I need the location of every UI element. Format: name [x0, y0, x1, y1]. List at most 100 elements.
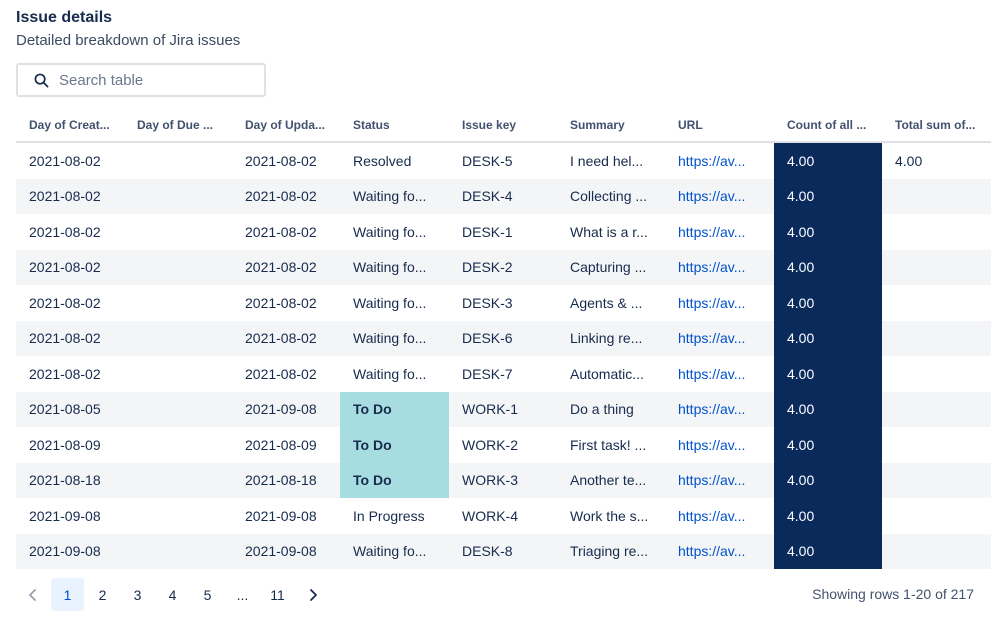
due-cell	[124, 356, 232, 392]
table-row[interactable]: 2021-09-08 2021-09-08 In Progress WORK-4 Wor…	[16, 498, 991, 534]
issue-key-cell: DESK-7	[462, 365, 513, 382]
column-header-status[interactable]: Status	[353, 117, 390, 132]
updated-cell: 2021-08-18	[245, 472, 317, 489]
page-button[interactable]: 4	[168, 586, 177, 603]
column-header-count[interactable]: Count of all ...	[787, 117, 867, 132]
count-cell: 4.00	[774, 320, 882, 356]
column-header-due[interactable]: Day of Due ...	[137, 117, 214, 132]
updated-cell: 2021-08-02	[245, 259, 317, 276]
due-cell	[124, 321, 232, 357]
url-link[interactable]: https://av...	[678, 401, 746, 418]
created-cell: 2021-08-02	[29, 223, 101, 240]
total-cell	[882, 427, 991, 463]
column-header-url[interactable]: URL	[678, 117, 703, 132]
page-button[interactable]: 3	[133, 586, 142, 603]
total-cell	[882, 285, 991, 321]
table-row[interactable]: 2021-08-02 2021-08-02 Waiting fo... DESK-4 C…	[16, 178, 991, 215]
table-row[interactable]: 2021-08-02 2021-08-02 Waiting fo... DESK-3 A…	[16, 285, 991, 321]
updated-cell: 2021-08-02	[245, 152, 317, 169]
rows-summary: Showing rows 1-20 of 217	[812, 586, 974, 602]
url-link[interactable]: https://av...	[678, 259, 746, 276]
column-header-total[interactable]: Total sum of...	[895, 117, 976, 132]
due-cell	[124, 143, 232, 179]
due-cell	[124, 498, 232, 534]
status-cell: Waiting fo...	[353, 294, 427, 311]
table-row[interactable]: 2021-08-02 2021-08-02 Waiting fo... DESK-2 C…	[16, 249, 991, 285]
summary-cell: I need hel...	[570, 152, 644, 169]
url-link[interactable]: https://av...	[678, 543, 746, 560]
table-row[interactable]: 2021-08-02 2021-08-02 Waiting fo... DESK-6 L…	[16, 320, 991, 357]
issue-key-cell: DESK-3	[462, 294, 513, 311]
table-row[interactable]: 2021-08-02 2021-08-02 Resolved DESK-5 I need…	[16, 143, 991, 179]
summary-cell: Triaging re...	[570, 543, 649, 560]
url-link[interactable]: https://av...	[678, 188, 746, 205]
created-cell: 2021-09-08	[29, 543, 101, 560]
due-cell	[124, 534, 232, 570]
chevron-left-icon[interactable]	[16, 578, 49, 611]
issue-key-cell: WORK-3	[462, 472, 518, 489]
column-header-updated[interactable]: Day of Upda...	[245, 117, 326, 132]
updated-cell: 2021-08-02	[245, 294, 317, 311]
url-link[interactable]: https://av...	[678, 223, 746, 240]
status-cell: Waiting fo...	[353, 259, 427, 276]
url-link[interactable]: https://av...	[678, 507, 746, 524]
page-button[interactable]: 1	[51, 578, 84, 611]
search-box[interactable]	[16, 63, 266, 97]
created-cell: 2021-08-02	[29, 259, 101, 276]
column-header-created[interactable]: Day of Creat...	[29, 117, 110, 132]
chevron-right-icon[interactable]	[296, 578, 329, 611]
created-cell: 2021-08-02	[29, 152, 101, 169]
page-title: Issue details	[16, 9, 113, 26]
status-cell: Resolved	[353, 152, 412, 169]
issue-key-cell: DESK-6	[462, 330, 513, 347]
total-cell	[882, 321, 991, 357]
total-cell: 4.00	[895, 152, 923, 169]
issue-key-cell: DESK-8	[462, 543, 513, 560]
updated-cell: 2021-08-02	[245, 223, 317, 240]
summary-cell: Linking re...	[570, 330, 643, 347]
issue-key-cell: DESK-1	[462, 223, 513, 240]
table-row[interactable]: 2021-08-05 2021-09-08 To Do WORK-1 Do a thin…	[16, 391, 991, 427]
updated-cell: 2021-08-02	[245, 188, 317, 205]
url-link[interactable]: https://av...	[678, 294, 746, 311]
summary-cell: Do a thing	[570, 401, 634, 418]
search-icon	[33, 72, 49, 88]
count-cell: 4.00	[774, 533, 882, 569]
url-link[interactable]: https://av...	[678, 472, 746, 489]
summary-cell: Work the s...	[570, 507, 649, 524]
created-cell: 2021-09-08	[29, 507, 101, 524]
url-link[interactable]: https://av...	[678, 152, 746, 169]
url-link[interactable]: https://av...	[678, 365, 746, 382]
url-link[interactable]: https://av...	[678, 330, 746, 347]
page-list: 1 2 3 4 5... 11	[51, 578, 296, 611]
issues-table: Day of Creat... Day of Due ... Day of Up…	[16, 108, 991, 569]
summary-cell: What is a r...	[570, 223, 648, 240]
issue-key-cell: DESK-2	[462, 259, 513, 276]
updated-cell: 2021-08-09	[245, 436, 317, 453]
count-cell: 4.00	[774, 356, 882, 392]
table-row[interactable]: 2021-08-02 2021-08-02 Waiting fo... DESK-7 A…	[16, 356, 991, 392]
summary-cell: Agents & ...	[570, 294, 643, 311]
table-row[interactable]: 2021-08-02 2021-08-02 Waiting fo... DESK-1 W…	[16, 214, 991, 250]
table-body: 2021-08-02 2021-08-02 Resolved DESK-5 I need…	[16, 143, 991, 569]
column-header-summary[interactable]: Summary	[570, 117, 625, 132]
total-cell	[882, 179, 991, 215]
status-cell: To Do	[340, 391, 449, 427]
summary-cell: First task! ...	[570, 436, 647, 453]
total-cell	[882, 214, 991, 250]
updated-cell: 2021-09-08	[245, 543, 317, 560]
table-row[interactable]: 2021-08-18 2021-08-18 To Do WORK-3 Another t…	[16, 462, 991, 499]
page-button[interactable]: 11	[270, 586, 285, 603]
column-header-issue-key[interactable]: Issue key	[462, 117, 517, 132]
table-row[interactable]: 2021-08-09 2021-08-09 To Do WORK-2 First tas…	[16, 427, 991, 463]
due-cell	[124, 427, 232, 463]
page-button[interactable]: 2	[98, 586, 107, 603]
table-row[interactable]: 2021-09-08 2021-09-08 Waiting fo... DESK-8 T…	[16, 533, 991, 570]
summary-cell: Another te...	[570, 472, 647, 489]
due-cell	[124, 463, 232, 499]
created-cell: 2021-08-09	[29, 436, 101, 453]
url-link[interactable]: https://av...	[678, 436, 746, 453]
search-input[interactable]	[59, 71, 249, 89]
count-cell: 4.00	[774, 285, 882, 321]
page-button[interactable]: 5	[203, 586, 212, 603]
